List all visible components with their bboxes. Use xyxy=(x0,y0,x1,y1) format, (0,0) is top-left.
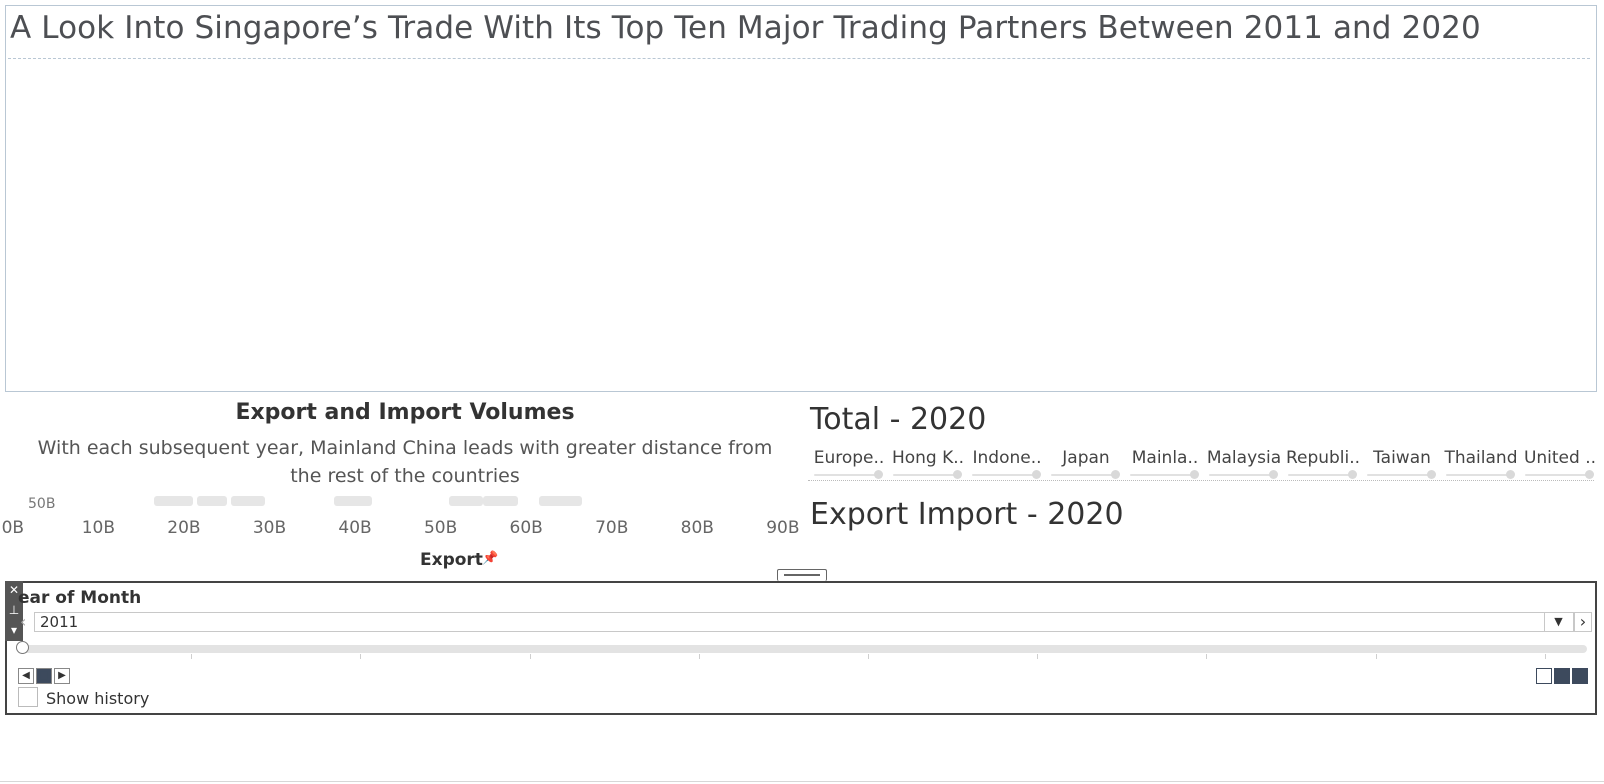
export-chart-area[interactable]: 0B 10B 20B 30B 40B 50B 60B 70B 80B 90B xyxy=(0,496,800,568)
year-slider-track[interactable] xyxy=(22,645,1587,653)
x-tick-label: 10B xyxy=(81,518,116,538)
ghost-bar-mark xyxy=(333,496,373,506)
bottom-border xyxy=(0,781,1604,782)
close-icon[interactable]: ✕ xyxy=(8,583,20,597)
partner-sparkline-dot xyxy=(1111,470,1120,479)
partner-sparkline xyxy=(1209,474,1273,476)
speed-slow-icon[interactable] xyxy=(1536,668,1552,684)
slider-tick xyxy=(1206,654,1208,659)
chevron-down-icon[interactable]: ▼ xyxy=(1544,613,1572,631)
partner-header[interactable]: Thailand xyxy=(1444,448,1518,468)
x-tick-label: 30B xyxy=(252,518,287,538)
x-tick-label: 20B xyxy=(167,518,201,538)
pin-icon[interactable]: 📌 xyxy=(482,551,499,566)
ghost-bar-mark xyxy=(483,496,518,506)
slider-tick xyxy=(1544,654,1546,659)
partner-sparkline xyxy=(814,474,878,476)
partner-header-row: Europe.. Hong K.. Indone.. Japan Mainla.. Mal… xyxy=(810,448,1596,482)
ghost-bar-mark xyxy=(196,496,227,506)
ghost-bar-mark xyxy=(449,496,484,506)
partner-header[interactable]: Taiwan xyxy=(1373,448,1431,468)
partner-sparkline-dot xyxy=(1032,470,1041,479)
year-slider-thumb[interactable] xyxy=(16,641,29,654)
slider-tick xyxy=(360,654,362,659)
play-backward-icon[interactable]: ◀ xyxy=(18,668,34,684)
partner-sparkline xyxy=(1446,474,1510,476)
partner-sparkline xyxy=(1367,474,1431,476)
slider-tick xyxy=(191,654,193,659)
partner-sparkline-dot xyxy=(953,470,962,479)
partner-sparkline xyxy=(893,474,957,476)
clipped-axis-label: 50B xyxy=(28,496,56,512)
partner-sparkline xyxy=(972,474,1036,476)
panel-toolbar: ✕ ⊥ ▾ xyxy=(5,581,23,641)
x-tick-label: 70B xyxy=(595,518,629,538)
x-tick-label: 60B xyxy=(509,518,543,538)
chevron-right-icon[interactable]: › xyxy=(1574,612,1592,632)
x-tick-label: 0B xyxy=(1,518,25,538)
x-tick-label: 50B xyxy=(423,518,458,538)
slider-tick xyxy=(698,654,700,659)
partner-header[interactable]: Japan xyxy=(1062,448,1110,468)
speed-fast-icon[interactable] xyxy=(1572,668,1588,684)
partner-sparkline-dot xyxy=(1348,470,1357,479)
slider-tick xyxy=(1037,654,1039,659)
partner-header[interactable]: Hong K.. xyxy=(891,448,965,468)
x-tick-label: 40B xyxy=(338,518,372,538)
page-title: A Look Into Singapore’s Trade With Its T… xyxy=(10,10,1481,46)
chevron-left-icon[interactable]: ‹ xyxy=(20,612,27,631)
partner-sparkline-dot xyxy=(1190,470,1199,479)
partner-divider xyxy=(808,480,1594,481)
play-forward-icon[interactable]: ▶ xyxy=(54,668,70,684)
ghost-bar-mark xyxy=(231,496,266,506)
slider-tick xyxy=(1375,654,1377,659)
ghost-bar-mark xyxy=(539,496,582,506)
total-panel-title: Total - 2020 xyxy=(810,402,987,437)
year-select[interactable]: 2011 xyxy=(34,612,1574,632)
x-tick-label: 80B xyxy=(680,518,714,538)
partner-sparkline xyxy=(1288,474,1352,476)
partner-sparkline xyxy=(1525,474,1589,476)
export-chart-title: Export and Import Volumes xyxy=(235,400,575,425)
partner-header[interactable]: Republi.. xyxy=(1285,448,1361,468)
partner-header[interactable]: Mainla.. xyxy=(1131,448,1199,468)
partner-sparkline-dot xyxy=(874,470,883,479)
speed-medium-icon[interactable] xyxy=(1554,668,1570,684)
ghost-bar-mark xyxy=(154,496,193,506)
show-history-label[interactable]: Show history xyxy=(46,689,150,708)
partner-sparkline-dot xyxy=(1427,470,1436,479)
partner-sparkline xyxy=(1051,474,1115,476)
partner-sparkline-dot xyxy=(1269,470,1278,479)
partner-header[interactable]: Europe.. xyxy=(813,448,885,468)
slider-tick xyxy=(867,654,869,659)
export-import-title: Export Import - 2020 xyxy=(810,497,1124,532)
chevron-down-icon[interactable]: ▾ xyxy=(10,623,18,637)
pages-control-label: ear of Month xyxy=(18,588,142,608)
drag-handle[interactable] xyxy=(777,569,827,581)
partner-sparkline xyxy=(1130,474,1194,476)
partner-sparkline-dot xyxy=(1506,470,1515,479)
partner-sparkline-dot xyxy=(1585,470,1594,479)
title-panel xyxy=(5,5,1597,392)
partner-header[interactable]: Indone.. xyxy=(972,448,1042,468)
partner-header[interactable]: Malaysia xyxy=(1206,448,1282,468)
partner-header[interactable]: United .. xyxy=(1523,448,1597,468)
title-divider xyxy=(8,58,1590,59)
x-tick-label: 90B xyxy=(766,518,800,538)
slider-tick xyxy=(529,654,531,659)
export-chart-subtitle: With each subsequent year, Mainland Chin… xyxy=(37,437,773,487)
export-axis-title[interactable]: Export xyxy=(420,550,483,570)
stop-icon[interactable]: ■ xyxy=(36,668,52,684)
pin-icon[interactable]: ⊥ xyxy=(8,603,20,617)
show-history-checkbox[interactable] xyxy=(18,687,38,707)
